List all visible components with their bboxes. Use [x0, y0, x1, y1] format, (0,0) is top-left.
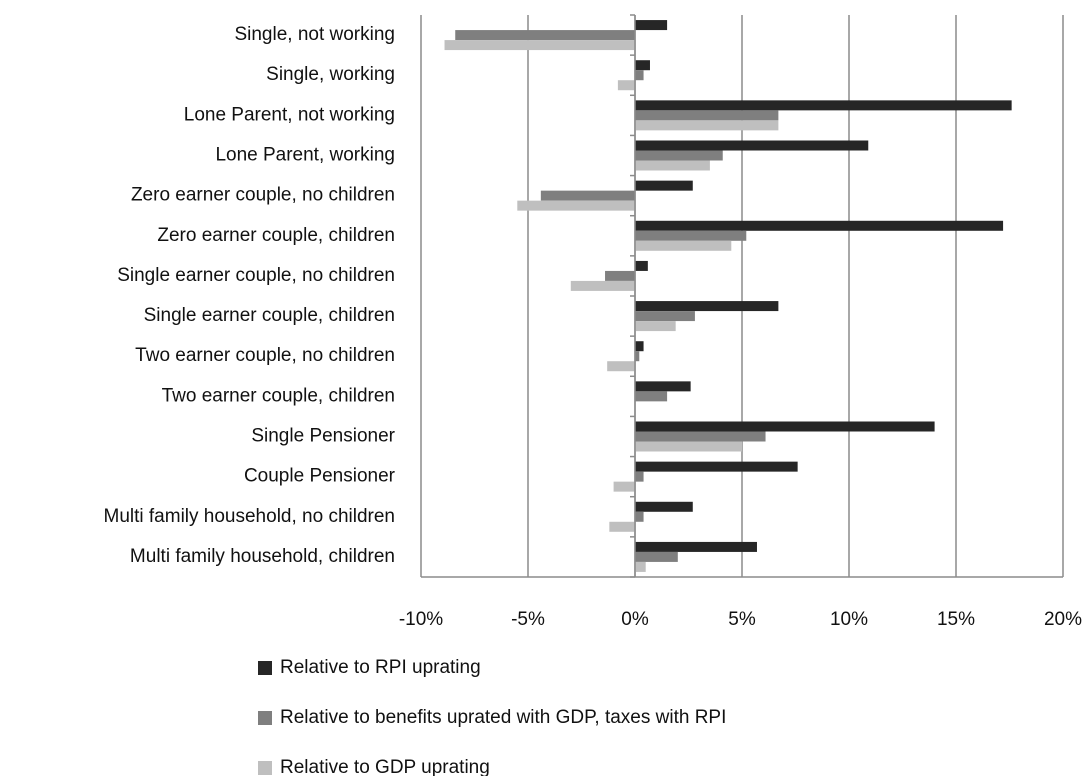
- bar: [455, 30, 635, 41]
- y-tick-label: Couple Pensioner: [244, 466, 396, 487]
- x-tick-label: 15%: [937, 609, 975, 630]
- x-tick-label: 0%: [621, 609, 649, 630]
- bar: [635, 321, 676, 332]
- bar: [635, 441, 742, 452]
- bar: [635, 461, 798, 472]
- y-tick-label: Single earner couple, no children: [117, 265, 395, 286]
- bar: [635, 220, 1004, 231]
- bar: [635, 431, 766, 442]
- bar: [635, 511, 644, 522]
- bar: [635, 501, 693, 512]
- y-tick-label: Multi family household, no children: [104, 506, 396, 527]
- x-tick-label: -5%: [511, 609, 545, 630]
- bar: [635, 561, 646, 572]
- bar: [635, 311, 695, 322]
- x-tick-label: 5%: [728, 609, 756, 630]
- legend-label: Relative to RPI uprating: [280, 657, 481, 678]
- bar: [635, 100, 1012, 111]
- bar: [540, 190, 635, 201]
- bar: [635, 60, 650, 71]
- x-tick-label: 10%: [830, 609, 868, 630]
- bar: [635, 110, 779, 121]
- legend-label: Relative to GDP uprating: [280, 757, 490, 776]
- bar: [570, 280, 635, 291]
- y-tick-label: Lone Parent, not working: [184, 104, 395, 125]
- bar: [517, 200, 635, 211]
- y-tick-label: Single earner couple, children: [144, 305, 395, 326]
- y-tick-label: Two earner couple, children: [162, 385, 395, 406]
- legend-swatch: [258, 711, 272, 725]
- bar: [635, 541, 757, 552]
- legend-swatch: [258, 761, 272, 775]
- bar: [635, 230, 747, 241]
- bar: [635, 381, 691, 392]
- bar: [635, 20, 668, 31]
- bar: [635, 301, 779, 312]
- y-tick-label: Multi family household, children: [130, 546, 395, 567]
- bar: [635, 471, 644, 482]
- bar: [444, 40, 635, 51]
- bar: [635, 351, 640, 362]
- bar: [609, 521, 635, 532]
- bar: [635, 150, 723, 161]
- bar: [613, 481, 635, 492]
- y-tick-label: Single, working: [266, 64, 395, 85]
- bar: [605, 270, 635, 281]
- x-tick-label: 20%: [1044, 609, 1082, 630]
- x-tick-label: -10%: [399, 609, 443, 630]
- y-tick-label: Zero earner couple, children: [157, 225, 395, 246]
- bar: [635, 70, 644, 81]
- legend-label: Relative to benefits uprated with GDP, t…: [280, 707, 726, 728]
- bar: [607, 361, 635, 372]
- bar: [635, 160, 710, 171]
- y-tick-label: Single Pensioner: [251, 426, 395, 447]
- y-tick-label: Two earner couple, no children: [135, 345, 395, 366]
- bar: [635, 551, 678, 562]
- bar: [635, 140, 869, 151]
- bar: [635, 260, 648, 271]
- bar: [635, 391, 668, 402]
- y-tick-label: Single, not working: [234, 24, 395, 45]
- bar: [617, 80, 635, 91]
- bar: [635, 421, 935, 432]
- legend-swatch: [258, 661, 272, 675]
- y-tick-label: Zero earner couple, no children: [131, 185, 395, 206]
- bar: [635, 120, 779, 131]
- bar: [635, 240, 732, 251]
- y-tick-label: Lone Parent, working: [215, 145, 395, 166]
- bar: [635, 341, 644, 352]
- bar: [635, 180, 693, 191]
